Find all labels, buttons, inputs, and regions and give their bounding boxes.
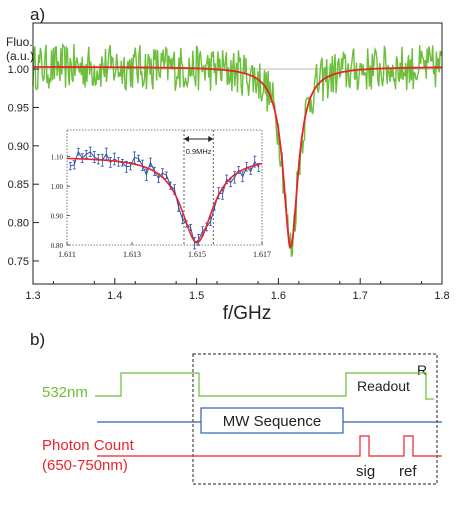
y-tick-label: 0.90 bbox=[8, 141, 29, 153]
y-tick-label: 0.80 bbox=[8, 218, 29, 230]
inset-background bbox=[31, 126, 268, 267]
x-tick-label: 1.4 bbox=[107, 290, 122, 302]
ref-label: ref bbox=[399, 463, 417, 480]
panel-b-label: b) bbox=[30, 330, 45, 349]
photon-wavelength-label: (650-750nm) bbox=[42, 457, 128, 474]
main-fit-series bbox=[33, 66, 443, 249]
laser-pulse-trace bbox=[95, 372, 434, 400]
panel-a-label: a) bbox=[30, 5, 45, 24]
main-chart-axes bbox=[32, 22, 443, 285]
sig-label: sig bbox=[356, 463, 375, 480]
inset-y-tick-label: 1.00 bbox=[51, 183, 64, 191]
inset-frame bbox=[66, 129, 263, 246]
x-axis-label: f/GHz bbox=[223, 303, 272, 324]
r-label: R bbox=[417, 362, 427, 378]
inset-y-tick-label: 1.10 bbox=[51, 154, 64, 162]
inset-y-tick-label: 0.90 bbox=[51, 212, 64, 220]
x-tick-label: 1.5 bbox=[189, 290, 204, 302]
inset-annotation: 0.9MHz bbox=[186, 147, 212, 156]
mw-sequence-label: MW Sequence bbox=[223, 413, 321, 430]
y-tick-label: 0.95 bbox=[8, 102, 29, 114]
photon-count-trace bbox=[97, 435, 442, 457]
readout-window-box bbox=[192, 353, 438, 485]
inset-x-tick-label: 1.613 bbox=[123, 250, 141, 259]
main-y-ticks: 0.75 0.80 0.85 0.90 0.95 1.00 bbox=[8, 64, 39, 268]
inset-x-tick-label: 1.615 bbox=[188, 250, 206, 259]
inset-chart: 0.9MHz 1.611 1.613 1.615 1.617 0.80 0.90 1.00 1.… bbox=[51, 129, 271, 259]
y-tick-label: 0.85 bbox=[8, 179, 29, 191]
inset-x-tick-label: 1.617 bbox=[253, 250, 271, 259]
inset-arrow-head-left bbox=[184, 136, 189, 142]
x-tick-label: 1.8 bbox=[434, 290, 449, 302]
inset-y-tick-label: 0.80 bbox=[51, 242, 64, 250]
readout-label: Readout bbox=[357, 378, 410, 394]
y-axis-label-line2: (a.u.) bbox=[6, 49, 34, 63]
inset-arrow-head-right bbox=[208, 136, 214, 142]
main-plot-frame bbox=[32, 22, 443, 285]
y-tick-label: 1.00 bbox=[8, 64, 29, 76]
x-tick-label: 1.6 bbox=[271, 290, 286, 302]
y-tick-label: 0.75 bbox=[8, 256, 29, 268]
red-fit-line bbox=[33, 66, 443, 249]
main-x-ticks: 1.3 1.4 1.5 1.6 1.7 1.8 bbox=[25, 278, 450, 302]
timing-diagram: R 532nm Readout MW Sequence Photon Count… bbox=[42, 353, 442, 485]
photon-channel-label: Photon Count bbox=[42, 437, 135, 454]
main-data-series bbox=[32, 42, 443, 257]
x-tick-label: 1.7 bbox=[353, 290, 368, 302]
inset-x-tick-label: 1.611 bbox=[58, 250, 76, 259]
inset-fit-line bbox=[66, 157, 263, 244]
mw-sequence-box bbox=[200, 407, 344, 434]
laser-channel-label: 532nm bbox=[42, 384, 88, 401]
x-tick-label: 1.3 bbox=[25, 290, 40, 302]
green-data-line bbox=[32, 42, 443, 257]
y-axis-label-line1: Fluo. bbox=[6, 35, 33, 49]
